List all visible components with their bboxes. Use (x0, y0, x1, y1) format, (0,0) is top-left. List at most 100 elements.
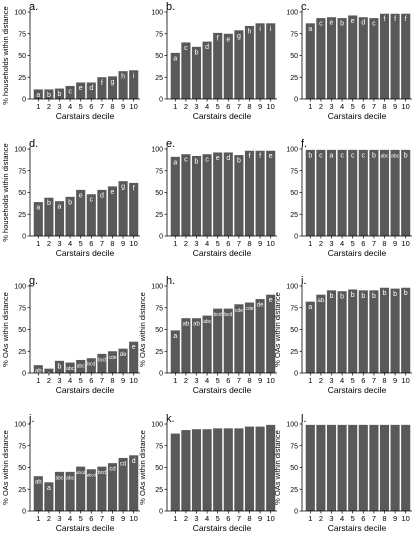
bar (326, 424, 337, 511)
bar-label: f (405, 16, 407, 23)
y-tick-label: 50 (155, 53, 163, 60)
y-tick-label: 25 (18, 487, 26, 494)
x-tick-label: 1 (173, 376, 177, 385)
bar-label: bcd (98, 357, 106, 363)
bar-label: bcd (214, 312, 222, 318)
bar-label: b (68, 199, 72, 206)
x-tick-label: 4 (340, 239, 344, 248)
x-tick-label: 1 (308, 376, 312, 385)
x-tick-label: 1 (308, 102, 312, 111)
x-tick-label: 4 (205, 514, 209, 523)
bar-label: abc (66, 366, 75, 372)
bar-label: abc (380, 153, 389, 159)
x-tick-label: 6 (226, 514, 230, 523)
bar (170, 433, 180, 511)
y-tick-label: 100 (286, 147, 298, 154)
y-tick-label: 0 (159, 509, 163, 516)
y-tick-label: 0 (22, 234, 26, 241)
x-tick-label: 9 (258, 239, 262, 248)
x-tick-label: 3 (57, 376, 61, 385)
bar (202, 315, 212, 373)
y-axis-label: % OAs within distance (1, 430, 10, 505)
bar (33, 365, 43, 373)
x-tick-label: 5 (351, 102, 355, 111)
bar (129, 341, 139, 373)
x-tick-label: 8 (110, 239, 114, 248)
x-tick-label: 8 (247, 514, 251, 523)
bar (170, 330, 180, 373)
x-tick-label: 4 (68, 514, 72, 523)
x-tick-label: 1 (36, 239, 40, 248)
bar-label: a (36, 205, 40, 212)
y-tick-label: 50 (155, 327, 163, 334)
bar (107, 351, 118, 373)
y-tick-label: 75 (290, 31, 298, 38)
x-tick-label: 5 (79, 102, 83, 111)
bar-label: b (340, 21, 344, 28)
bar-label: c (351, 152, 355, 159)
x-axis-label: Carstairs decile (193, 111, 252, 121)
bar (86, 469, 96, 511)
bar (76, 359, 86, 373)
y-tick-label: 25 (290, 212, 298, 219)
bar (358, 424, 368, 511)
x-tick-label: 2 (47, 102, 51, 111)
x-tick-label: 9 (121, 239, 125, 248)
bar-label: a (330, 152, 334, 159)
x-tick-label: 8 (110, 514, 114, 523)
bar (191, 155, 202, 236)
x-tick-label: 1 (173, 102, 177, 111)
x-tick-label: 3 (57, 514, 61, 523)
x-tick-label: 10 (402, 239, 410, 248)
x-tick-label: 6 (89, 376, 93, 385)
bar (316, 18, 326, 100)
x-tick-label: 4 (205, 376, 209, 385)
bar (118, 348, 128, 373)
bar-label: ab (193, 322, 200, 328)
bar (223, 428, 233, 511)
y-tick-label: 75 (18, 31, 26, 38)
x-tick-label: 8 (382, 514, 386, 523)
bar-label: cd (120, 461, 126, 467)
x-axis-label: Carstairs decile (328, 385, 387, 395)
x-tick-label: 9 (393, 102, 397, 111)
panel-a: a.a1b2b3c4e5d6f7g8h9i100255075100Carstai… (1, 1, 140, 121)
y-tick-label: 50 (290, 190, 298, 197)
y-tick-label: 100 (286, 422, 298, 429)
bar (44, 368, 54, 373)
x-tick-label: 2 (319, 376, 323, 385)
bar (305, 23, 315, 100)
bar (86, 82, 96, 99)
x-axis-label: Carstairs decile (328, 523, 387, 533)
y-tick-label: 25 (155, 349, 163, 356)
y-axis-label: % OAs within distance (138, 292, 147, 367)
bar (202, 429, 212, 511)
bar (191, 318, 202, 373)
bar-label: de (120, 352, 127, 358)
bar-label: e (79, 85, 83, 92)
bar (33, 89, 43, 99)
bar (44, 482, 54, 511)
x-tick-label: 10 (130, 239, 138, 248)
x-tick-label: 10 (402, 376, 410, 385)
x-tick-label: 9 (121, 376, 125, 385)
bar (97, 189, 107, 236)
panel-b: b.a1c2b3d4f5e6g7h8i9i100255075100Carstai… (151, 1, 277, 121)
y-axis-label: % households within distance (1, 143, 10, 241)
bar-label: abc (203, 319, 212, 325)
bar (76, 466, 86, 511)
bar (401, 13, 411, 100)
y-tick-label: 0 (22, 371, 26, 378)
bar (379, 13, 390, 100)
bar (379, 287, 390, 373)
x-tick-label: 7 (100, 514, 104, 523)
x-tick-label: 3 (194, 102, 198, 111)
y-tick-label: 100 (151, 284, 163, 291)
bar-label: b (361, 293, 365, 300)
bar (266, 294, 276, 373)
bar (369, 149, 379, 236)
bar-label: f (394, 16, 396, 23)
x-tick-label: 6 (361, 102, 365, 111)
x-tick-label: 1 (36, 514, 40, 523)
bar (76, 189, 86, 236)
